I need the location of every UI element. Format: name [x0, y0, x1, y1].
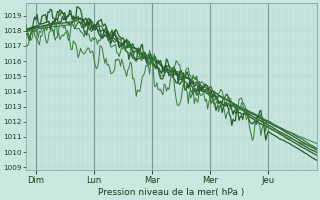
X-axis label: Pression niveau de la mer( hPa ): Pression niveau de la mer( hPa ): [98, 188, 244, 197]
